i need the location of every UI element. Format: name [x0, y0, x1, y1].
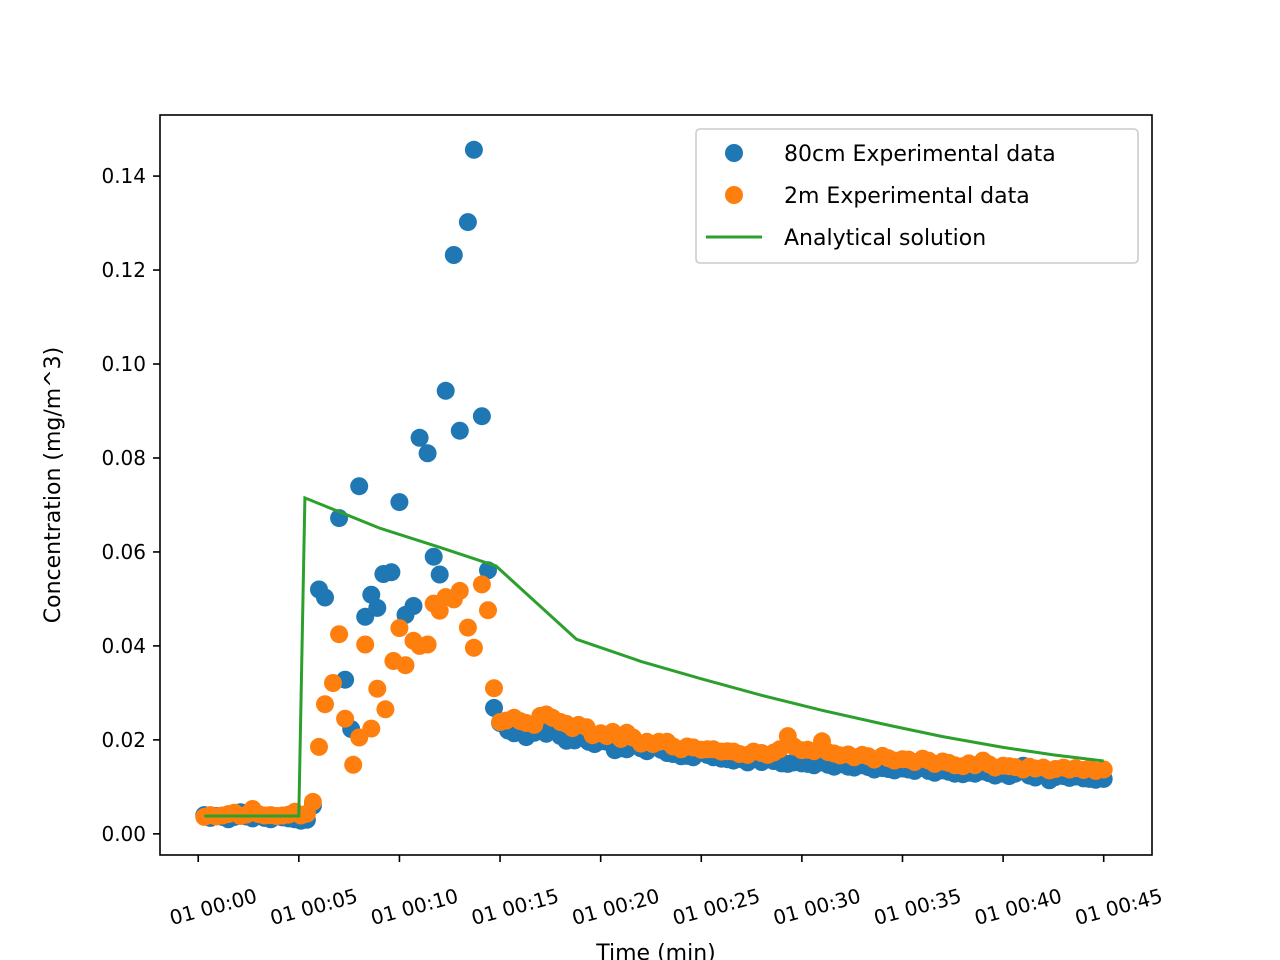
x-axis: 01 00:00 01 00:05 01 00:10 01 00:15 01 00:20…	[167, 855, 1165, 930]
data-point	[436, 381, 455, 400]
x-tick-label: 01 00:30	[771, 884, 864, 930]
data-point	[450, 421, 469, 440]
x-tick-label: 01 00:20	[569, 884, 662, 930]
y-tick-label: 0.14	[101, 164, 146, 188]
y-tick-label: 0.02	[101, 728, 146, 752]
data-point	[485, 679, 503, 698]
data-point	[464, 140, 483, 159]
y-tick-label: 0.08	[101, 446, 146, 470]
series-2	[204, 495, 1104, 818]
x-tick-label: 01 00:10	[368, 884, 461, 930]
data-point	[424, 547, 443, 566]
data-point	[368, 598, 387, 617]
legend-dot-marker	[725, 144, 743, 162]
data-point	[444, 246, 463, 264]
data-point	[368, 679, 387, 698]
data-point	[472, 407, 491, 426]
y-tick-label: 0.10	[101, 352, 146, 376]
data-point	[376, 700, 395, 719]
plot-frame	[159, 114, 1153, 856]
data-point	[418, 444, 437, 463]
x-tick-label: 01 00:00	[167, 884, 260, 930]
data-point	[316, 588, 334, 607]
data-point	[418, 635, 437, 654]
legend-dot-marker	[725, 186, 743, 204]
legend-item: 2m Experimental data	[725, 184, 1030, 209]
data-point	[316, 695, 334, 714]
data-point	[472, 575, 491, 594]
analytical-solution-line	[204, 495, 1104, 818]
data-point	[404, 597, 423, 615]
legend: 80cm Experimental data 2m Experimental da…	[695, 128, 1139, 264]
data-point	[458, 213, 477, 232]
data-point	[344, 755, 363, 774]
legend-item: 80cm Experimental data	[725, 142, 1056, 167]
data-point	[450, 581, 469, 600]
data-point	[479, 601, 497, 620]
data-point	[356, 635, 375, 654]
data-point	[303, 792, 322, 811]
series-layer	[195, 140, 1113, 830]
y-axis-label: Concentration (mg/m^3)	[41, 347, 66, 623]
legend-frame	[695, 128, 1139, 264]
data-point	[410, 428, 429, 447]
x-tick-label: 01 00:45	[1072, 884, 1165, 930]
data-point	[485, 698, 503, 717]
y-tick-label: 0.12	[101, 258, 146, 282]
x-tick-label: 01 00:40	[972, 884, 1065, 930]
data-point	[770, 740, 789, 759]
y-tick-label: 0.04	[101, 634, 146, 658]
data-point	[464, 638, 483, 657]
data-point	[390, 493, 409, 512]
data-point	[350, 477, 369, 496]
y-tick-label: 0.06	[101, 540, 146, 564]
data-point	[396, 656, 415, 675]
data-point	[330, 625, 349, 644]
data-point	[324, 674, 342, 692]
data-point	[310, 737, 328, 756]
legend-item: Analytical solution	[706, 226, 986, 251]
data-point	[430, 565, 449, 584]
x-axis-label: Time (min)	[595, 941, 716, 960]
data-point	[458, 618, 477, 637]
x-tick-label: 01 00:25	[670, 884, 763, 930]
y-axis: 0.00 0.02 0.04 0.06 0.08 0.10 0.12 0.14	[101, 164, 160, 846]
y-tick-label: 0.00	[101, 822, 146, 846]
data-point	[390, 619, 409, 638]
x-tick-label: 01 00:15	[469, 884, 562, 930]
data-point	[382, 563, 401, 582]
x-tick-label: 01 00:35	[871, 884, 964, 930]
legend-label: Analytical solution	[784, 226, 986, 251]
data-point	[1094, 760, 1113, 779]
legend-label: 80cm Experimental data	[784, 142, 1056, 167]
legend-label: 2m Experimental data	[784, 184, 1030, 209]
data-point	[362, 719, 381, 738]
data-point	[430, 601, 449, 620]
data-point	[336, 709, 355, 728]
x-tick-label: 01 00:05	[268, 884, 361, 930]
